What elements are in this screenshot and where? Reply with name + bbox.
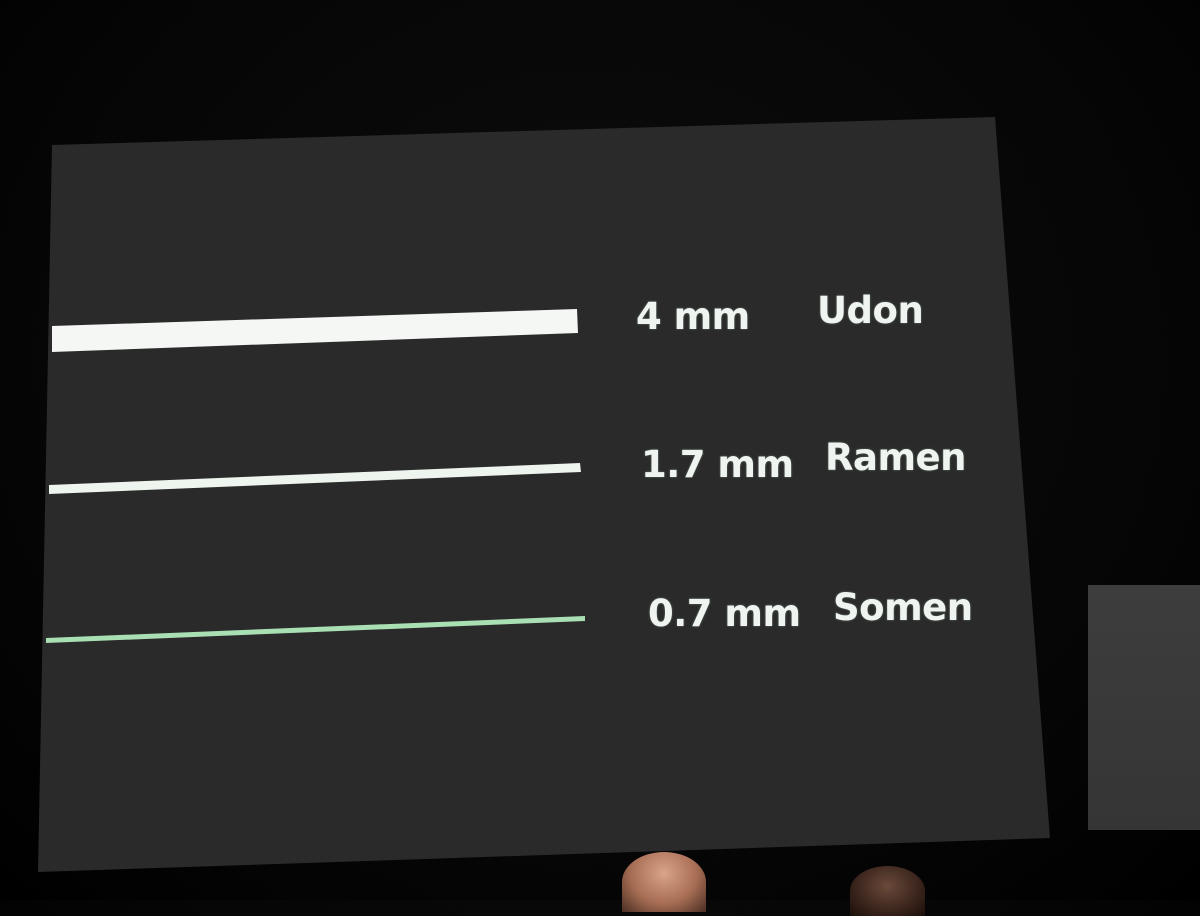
noodle-name-ramen: Ramen: [825, 436, 966, 479]
thickness-label-somen: 0.7 mm: [648, 592, 801, 635]
noodle-name-udon: Udon: [817, 289, 924, 332]
thickness-label-ramen: 1.7 mm: [641, 443, 794, 486]
secondary-screen: [1088, 585, 1200, 830]
thickness-label-udon: 4 mm: [636, 295, 750, 338]
audience-head: [850, 866, 925, 916]
noodle-line-udon: [52, 309, 578, 352]
audience-head: [622, 852, 706, 912]
noodle-line-ramen: [49, 463, 581, 494]
noodle-line-somen: [46, 616, 585, 643]
projected-slide: [38, 117, 1050, 872]
noodle-name-somen: Somen: [833, 586, 973, 629]
